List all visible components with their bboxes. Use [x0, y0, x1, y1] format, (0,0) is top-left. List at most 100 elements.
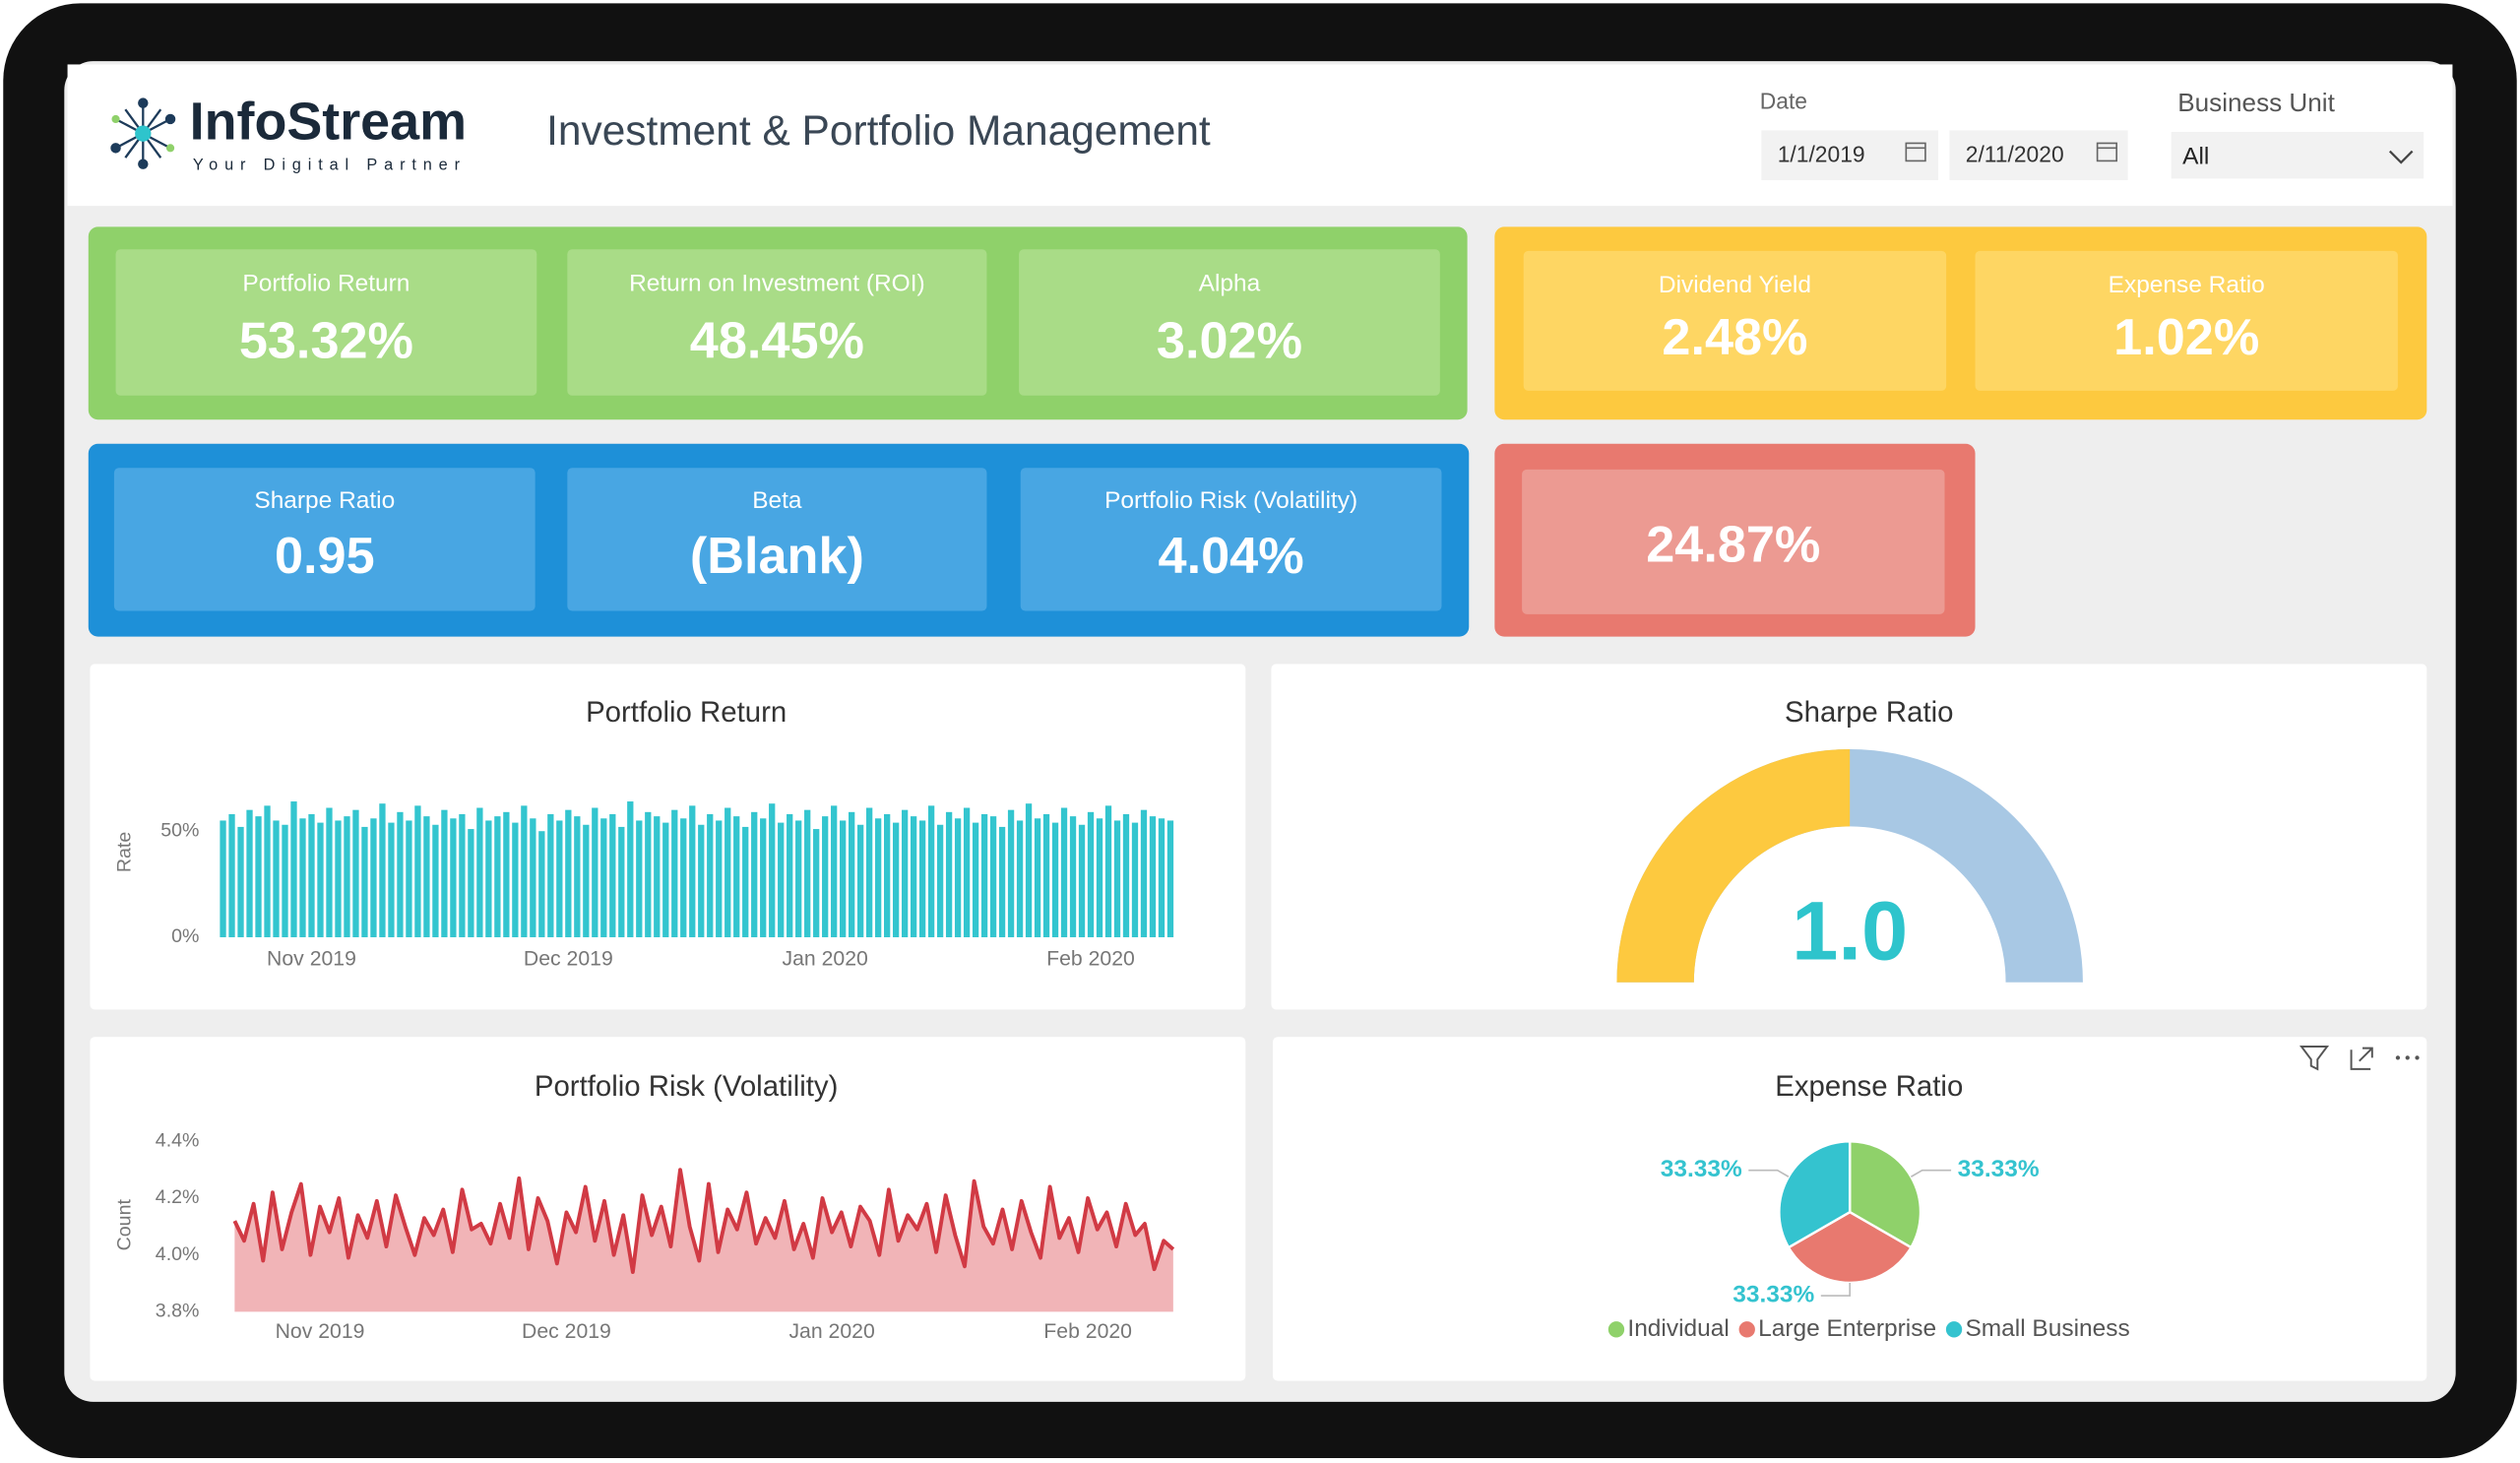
bar: [1122, 813, 1130, 937]
bar: [299, 818, 306, 937]
y-tick-label: 4.2%: [156, 1186, 200, 1208]
bar: [317, 822, 324, 937]
bar: [459, 813, 466, 937]
more-icon[interactable]: [2395, 1055, 2420, 1060]
bar: [654, 816, 661, 937]
bar: [954, 818, 962, 937]
calendar-icon[interactable]: [2096, 142, 2118, 162]
bar: [538, 831, 545, 937]
date-start[interactable]: 1/1/2019: [1778, 142, 1865, 167]
legend-marker: [1607, 1321, 1625, 1338]
x-tick-label: Jan 2020: [788, 1320, 874, 1343]
kpi-value: 1.02%: [2113, 309, 2259, 366]
date-start-box[interactable]: [1761, 130, 1938, 180]
x-tick-label: Dec 2019: [522, 1320, 611, 1343]
bar: [627, 801, 634, 937]
bar: [1113, 820, 1121, 937]
logo-icon: [110, 97, 176, 169]
kpi-card: [1020, 468, 1442, 611]
unit-label: Business Unit: [2177, 88, 2335, 117]
chart-title: Portfolio Return: [586, 696, 787, 729]
bar: [1166, 820, 1174, 937]
bar: [388, 822, 395, 937]
bar: [980, 813, 988, 937]
bar: [1140, 809, 1148, 937]
bar: [1131, 822, 1139, 937]
bar: [689, 805, 696, 937]
bar: [574, 816, 581, 937]
kpi-value: 4.04%: [1159, 528, 1304, 585]
bar: [583, 824, 590, 937]
bar: [857, 824, 864, 937]
bar: [849, 811, 855, 937]
bar: [1149, 816, 1157, 937]
bar: [432, 824, 439, 937]
chart-title: Portfolio Risk (Volatility): [535, 1070, 839, 1103]
data-label: 33.33%: [1732, 1282, 1814, 1308]
bar: [379, 803, 386, 937]
kpi-label: Dividend Yield: [1659, 272, 1811, 298]
bar: [370, 818, 377, 937]
data-label: 33.33%: [1958, 1156, 2040, 1182]
x-tick-label: Feb 2020: [1043, 1320, 1132, 1343]
bar: [831, 805, 838, 937]
y-tick-label: 0%: [171, 925, 199, 947]
bar: [485, 820, 492, 937]
bar: [840, 820, 847, 937]
focus-icon[interactable]: [2350, 1047, 2373, 1070]
line: [232, 1168, 1175, 1274]
bar: [1042, 813, 1050, 937]
bar: [530, 818, 536, 937]
dropdown-chevron[interactable]: [2388, 150, 2414, 164]
kpi-label: Alpha: [1199, 271, 1261, 297]
panel: [1271, 664, 2427, 1010]
legend-marker: [1738, 1321, 1755, 1338]
calendar-icon[interactable]: [1905, 142, 1926, 162]
logo-tagline: Your Digital Partner: [193, 157, 467, 174]
bar: [344, 816, 350, 937]
bar: [406, 820, 412, 937]
bar: [468, 829, 474, 937]
chart-title: Sharpe Ratio: [1785, 696, 1953, 729]
legend-label: Individual: [1627, 1315, 1729, 1342]
bar: [282, 824, 288, 937]
x-tick-label: Nov 2019: [267, 947, 356, 970]
y-tick-label: 50%: [160, 819, 199, 841]
bar: [1060, 807, 1068, 937]
bar: [918, 820, 926, 937]
data-label: 33.33%: [1661, 1156, 1742, 1182]
bar: [290, 801, 297, 937]
bar: [910, 816, 917, 937]
bar: [1007, 809, 1015, 937]
leader-line: [1820, 1283, 1851, 1297]
bar: [936, 824, 944, 937]
y-axis-label: Rate: [114, 832, 136, 872]
report-title: Investment & Portfolio Management: [546, 107, 1211, 154]
filter-icon[interactable]: [2300, 1046, 2330, 1071]
bar: [1158, 818, 1166, 937]
bar: [352, 809, 359, 937]
bar: [450, 818, 457, 937]
y-tick-label: 4.4%: [156, 1129, 200, 1151]
y-tick-label: 3.8%: [156, 1301, 200, 1322]
kpi-value: 3.02%: [1157, 312, 1302, 369]
bar: [246, 809, 253, 937]
bar: [945, 811, 953, 937]
kpi-card: [1975, 250, 2398, 391]
bar: [361, 826, 368, 937]
bar: [264, 805, 271, 937]
bar: [547, 813, 554, 937]
visual-header-icons[interactable]: [2300, 1046, 2420, 1071]
unit-value[interactable]: All: [2182, 144, 2209, 170]
bar: [1096, 818, 1103, 937]
unit-dropdown[interactable]: [2171, 132, 2425, 179]
bar: [1087, 811, 1095, 937]
kpi-card: [567, 249, 987, 396]
bar: [804, 809, 811, 937]
y-tick-label: 4.0%: [156, 1243, 200, 1265]
bar: [963, 807, 971, 937]
date-end[interactable]: 2/11/2020: [1966, 142, 2064, 167]
bar: [1069, 816, 1077, 937]
kpi-label: Portfolio Return: [242, 271, 410, 297]
bar: [556, 820, 563, 937]
